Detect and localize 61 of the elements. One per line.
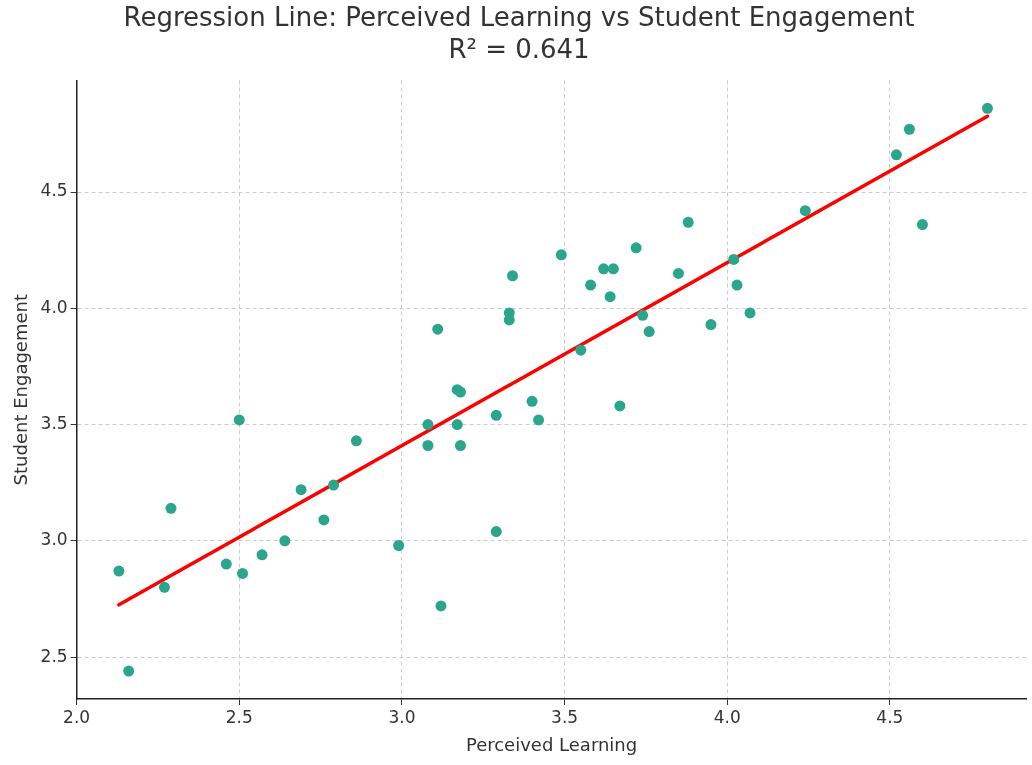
- point: [432, 323, 444, 335]
- point: [890, 149, 902, 161]
- point: [451, 419, 463, 431]
- point: [731, 279, 743, 291]
- point: [981, 102, 993, 114]
- x-tick-label: 3.0: [388, 706, 416, 727]
- point: [585, 279, 597, 291]
- x-tick-label: 2.0: [63, 706, 91, 727]
- point: [637, 309, 649, 321]
- point: [916, 219, 928, 231]
- x-tick-label: 3.5: [551, 706, 579, 727]
- point: [744, 307, 756, 319]
- point: [630, 242, 642, 254]
- x-tick-label: 4.0: [713, 706, 741, 727]
- point: [328, 479, 340, 491]
- point: [350, 435, 362, 447]
- x-axis-title: Perceived Learning: [465, 733, 638, 755]
- y-tick-label: 4.0: [40, 296, 68, 317]
- x-tick-label: 2.5: [225, 706, 253, 727]
- point: [643, 326, 655, 338]
- y-axis-title: Student Engagement: [10, 294, 32, 486]
- point: [604, 291, 616, 303]
- point: [526, 395, 538, 407]
- point: [490, 409, 502, 421]
- point: [575, 344, 587, 356]
- point: [123, 665, 135, 677]
- point: [454, 440, 466, 452]
- y-tick-label: 3.0: [40, 529, 68, 550]
- point: [165, 502, 177, 514]
- point: [295, 484, 307, 496]
- point: [507, 270, 519, 282]
- point: [490, 526, 502, 538]
- point: [705, 319, 717, 331]
- point: [614, 400, 626, 412]
- point: [220, 558, 232, 570]
- point: [256, 549, 268, 561]
- point: [233, 414, 245, 426]
- point: [533, 414, 545, 426]
- point: [555, 249, 567, 261]
- point: [903, 123, 915, 135]
- point: [422, 419, 434, 431]
- point: [728, 253, 740, 265]
- y-tick-label: 4.5: [40, 180, 68, 201]
- point: [318, 514, 330, 526]
- y-tick-label: 2.5: [40, 645, 68, 666]
- point: [435, 600, 447, 612]
- point: [598, 263, 610, 275]
- point: [607, 263, 619, 275]
- x-tick-label: 4.5: [876, 706, 904, 727]
- point: [158, 581, 170, 593]
- point: [799, 205, 811, 217]
- point: [422, 440, 434, 452]
- point: [113, 565, 125, 577]
- point: [682, 216, 694, 228]
- point: [237, 567, 249, 579]
- chart-subtitle: R² = 0.641: [448, 33, 590, 64]
- point: [393, 540, 405, 552]
- point: [672, 267, 684, 279]
- y-tick-label: 3.5: [40, 413, 68, 434]
- chart-title: Regression Line: Perceived Learning vs Student Engagement: [123, 2, 915, 33]
- point: [279, 535, 291, 547]
